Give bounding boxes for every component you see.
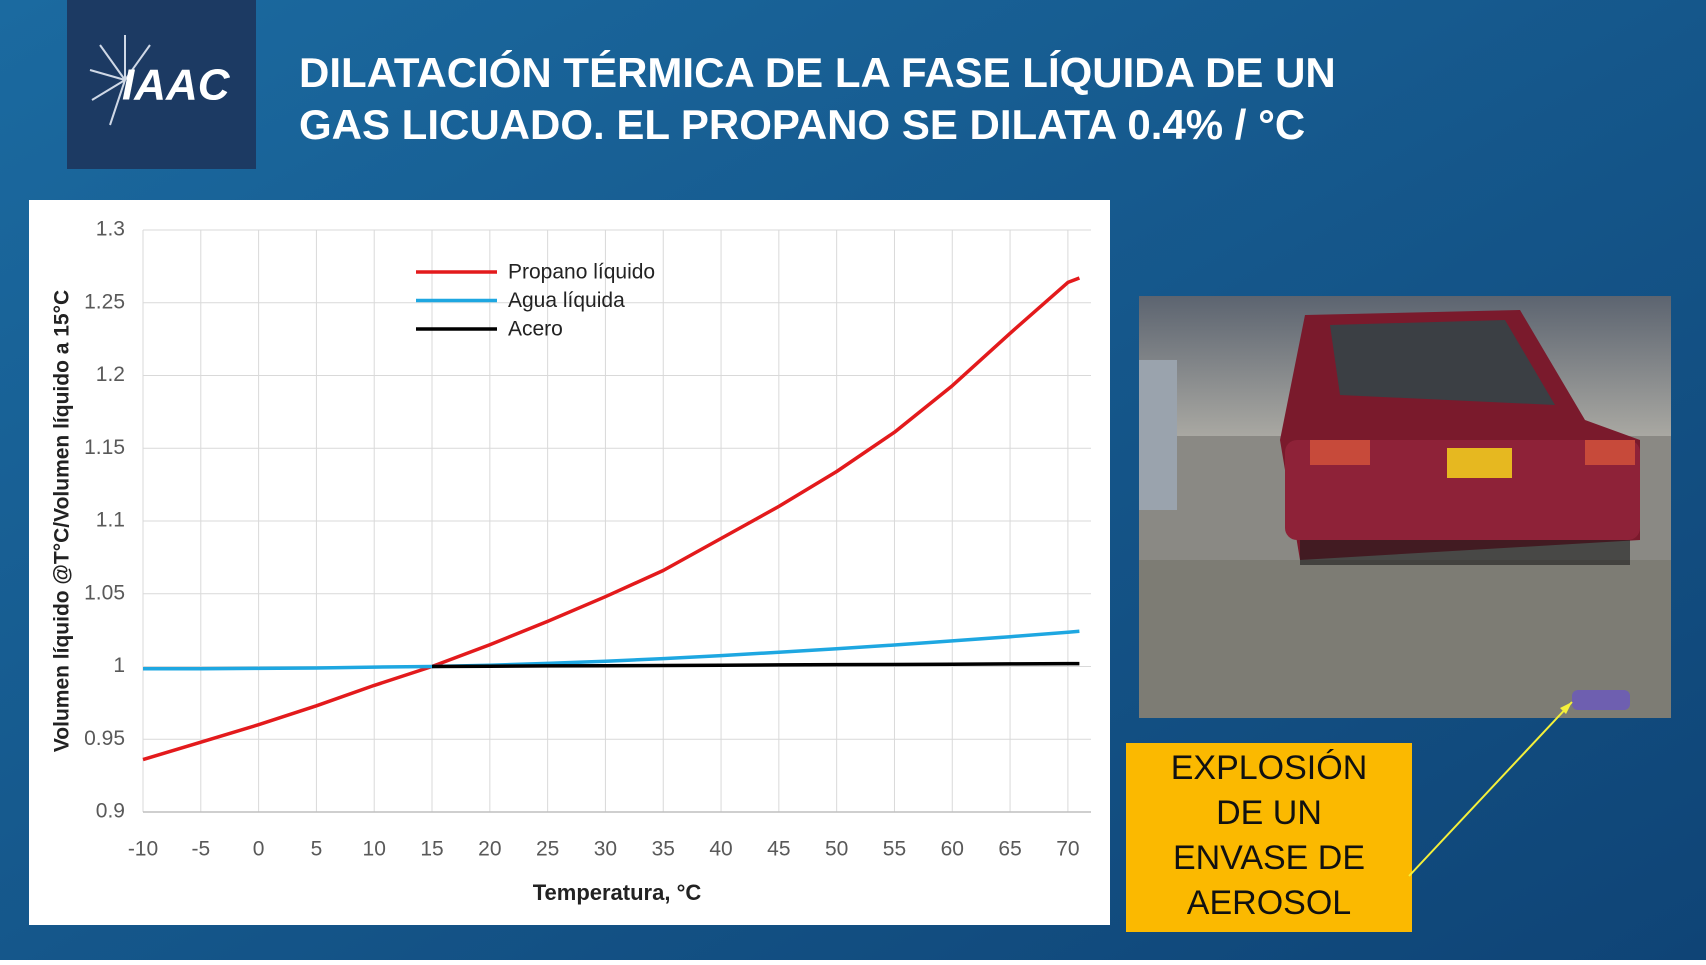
data-line [142,276,1081,762]
y-tick-label: 1.25 [84,290,125,313]
x-tick-label: 15 [420,838,443,861]
callout-text: AEROSOL [1187,884,1351,922]
callout-box [1126,743,1412,932]
y-tick-label: 0.95 [84,727,125,750]
x-tick-label: 30 [594,838,617,861]
y-tick-label: 1.15 [84,436,125,459]
y-tick-label: 1.1 [96,509,125,532]
x-tick-label: -10 [128,838,158,861]
x-tick-label: 20 [478,838,501,861]
photo [1139,296,1671,718]
logo-box [67,0,256,169]
callout-text: DE UN [1216,794,1322,832]
legend-label: Agua líquida [508,289,625,312]
x-axis-label: Temperatura, °C [533,880,702,905]
y-tick-label: 1.05 [84,581,125,604]
x-tick-label: 5 [311,838,323,861]
x-tick-label: -5 [191,838,210,861]
y-tick-label: 1.2 [96,363,125,386]
y-tick-label: 1.3 [96,218,125,241]
y-tick-label: 0.9 [96,800,125,823]
x-tick-label: 25 [536,838,559,861]
arrow-head [1560,702,1572,714]
legend-label: Propano líquido [508,261,655,284]
y-axis-label: Volumen líquido @T°C/Volumen líquido a 1… [51,290,74,752]
x-tick-label: 40 [709,838,732,861]
x-tick-label: 10 [363,838,386,861]
x-tick-label: 35 [652,838,675,861]
logo-rays [89,35,151,126]
y-tick-label: 1 [113,654,125,677]
x-tick-label: 65 [998,838,1021,861]
chart: 0.9 0.95 1 1.05 1.1 1.15 1.2 1.25 1.3 -10 -5 0 5 10 15… [51,218,1091,905]
callout-text: EXPLOSIÓN [1171,749,1368,787]
x-tick-label: 45 [767,838,790,861]
callout-text: ENVASE DE [1173,839,1365,877]
data-line [143,629,1080,671]
x-tick-label: 50 [825,838,848,861]
legend-label: Acero [508,318,563,341]
callout-arrow [1408,701,1573,877]
title-line: GAS LICUADO. EL PROPANO SE DILATA 0.4% /… [299,101,1305,148]
data-line [431,661,1080,669]
chart-panel [29,200,1110,925]
title-line: DILATACIÓN TÉRMICA DE LA FASE LÍQUIDA DE… [299,48,1336,96]
logo-text: IAAC [122,61,231,110]
x-tick-label: 55 [883,838,906,861]
x-tick-label: 70 [1056,838,1079,861]
x-tick-label: 60 [941,838,964,861]
x-tick-label: 0 [253,838,265,861]
